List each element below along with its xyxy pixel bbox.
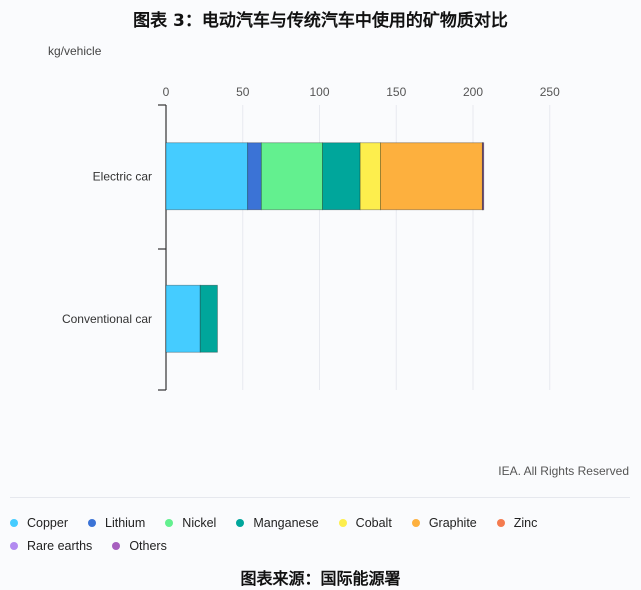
category-label: Electric car	[93, 169, 152, 183]
bar-segment-cobalt	[359, 142, 381, 211]
legend-item[interactable]: Copper	[10, 511, 68, 534]
bar-segment-manganese	[322, 142, 361, 211]
x-tick-label: 200	[463, 85, 483, 99]
divider	[10, 497, 630, 498]
legend-dot-icon	[10, 541, 18, 550]
x-tick-label: 50	[236, 85, 250, 99]
chart-title: 图表 3：电动汽车与传统汽车中使用的矿物质对比	[133, 11, 508, 31]
bar-chart: 0 50 100 150 200 250 Electric car Conventional …	[62, 85, 560, 391]
bar-segment-manganese	[199, 284, 218, 353]
x-tick-label: 250	[540, 85, 560, 99]
unit-label: kg/vehicle	[48, 44, 102, 58]
legend-dot-icon	[88, 518, 96, 527]
source-footer: 图表来源：国际能源署	[240, 569, 401, 588]
x-tick-label: 100	[309, 85, 329, 99]
bar-segment-copper	[165, 284, 201, 353]
legend-item[interactable]: Zinc	[496, 511, 538, 534]
bar-segment-copper	[165, 142, 249, 211]
legend-dot-icon	[165, 518, 174, 527]
bar-segment-lithium	[247, 142, 262, 211]
bar-segment-graphite	[380, 142, 483, 211]
legend-label: Copper	[27, 515, 68, 530]
legend-item[interactable]: Nickel	[165, 511, 216, 534]
legend-item[interactable]: Graphite	[411, 511, 477, 534]
legend-label: Others	[129, 538, 167, 553]
legend-label: Zinc	[513, 515, 538, 530]
legend: Copper Lithium Nickel Manganese Cobalt Graphi…	[10, 511, 630, 557]
category-label: Conventional car	[62, 312, 152, 326]
legend-label: Lithium	[105, 515, 146, 530]
x-tick-label: 0	[163, 85, 170, 99]
legend-dot-icon	[236, 518, 245, 527]
legend-item[interactable]: Lithium	[88, 511, 145, 534]
copyright-note: IEA. All Rights Reserved	[498, 464, 629, 478]
legend-item[interactable]: Cobalt	[338, 511, 392, 534]
legend-dot-icon	[112, 541, 121, 550]
legend-label: Graphite	[428, 515, 477, 530]
legend-dot-icon	[496, 518, 505, 527]
legend-item[interactable]: Manganese	[236, 511, 319, 534]
legend-label: Nickel	[182, 515, 217, 530]
legend-dot-icon	[411, 518, 420, 527]
legend-dot-icon	[10, 518, 18, 527]
legend-label: Manganese	[253, 515, 319, 530]
legend-label: Cobalt	[355, 515, 392, 530]
bar-segment-nickel	[260, 142, 323, 211]
legend-dot-icon	[338, 518, 347, 527]
x-tick-label: 150	[386, 85, 406, 99]
legend-item[interactable]: Rare earths	[10, 534, 92, 557]
legend-item[interactable]: Others	[112, 534, 167, 557]
legend-label: Rare earths	[27, 538, 93, 553]
